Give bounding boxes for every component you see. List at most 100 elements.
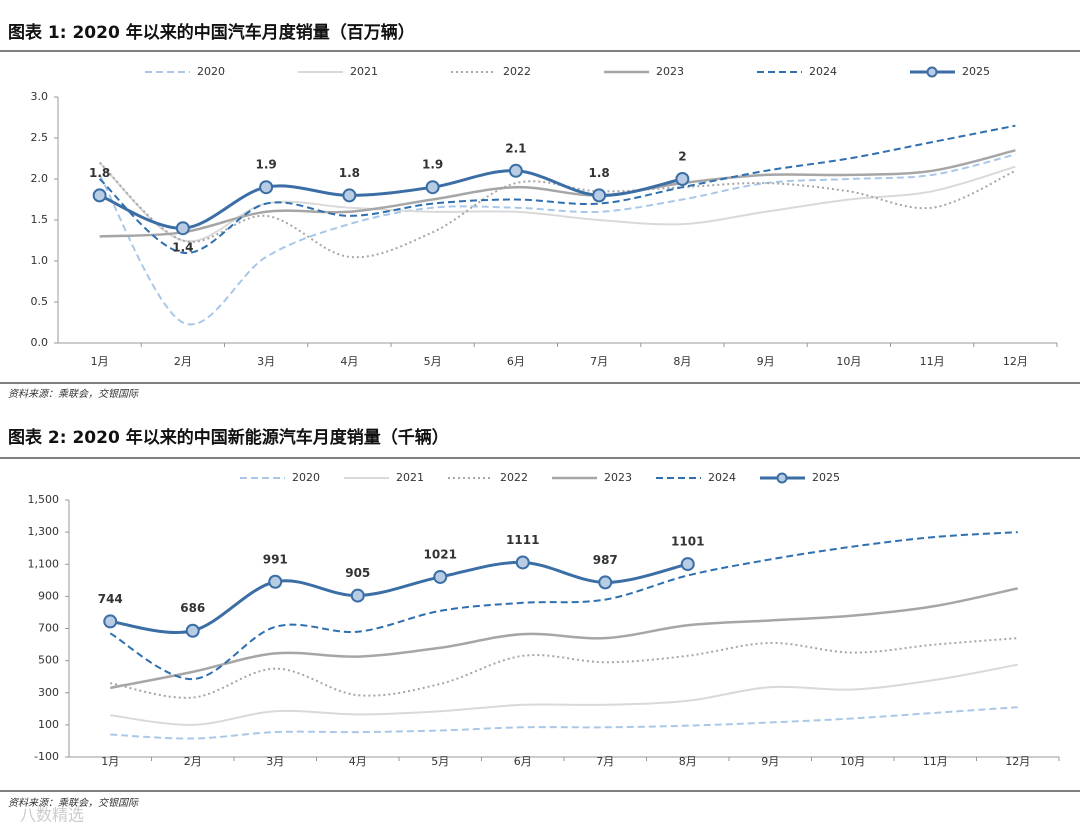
data-point xyxy=(185,623,200,638)
y-tick-label: 500 xyxy=(38,654,59,667)
source-note: 资料来源：乘联会，交银国际 xyxy=(8,388,139,400)
data-point xyxy=(515,555,530,570)
data-label: 1.4 xyxy=(172,241,193,255)
x-tick-label: 10月 xyxy=(836,355,861,368)
y-tick-label: 1,500 xyxy=(28,493,60,506)
source-note: 资料来源：乘联会，交银国际 xyxy=(8,797,139,809)
data-point xyxy=(103,614,118,629)
series-line xyxy=(98,161,1016,243)
y-tick-label: 1,300 xyxy=(28,525,60,538)
y-tick-label: 2.0 xyxy=(31,172,49,185)
series-line xyxy=(109,531,1018,681)
data-point xyxy=(598,575,613,590)
legend-label: 2023 xyxy=(604,471,632,484)
data-label: 2.1 xyxy=(505,141,526,155)
y-tick-label: 0.0 xyxy=(31,336,49,349)
chart-title: 图表 1: 2020 年以来的中国汽车月度销量（百万辆） xyxy=(8,22,415,43)
legend-label: 2022 xyxy=(503,65,531,78)
y-tick-label: 3.0 xyxy=(31,90,49,103)
x-tick-label: 1月 xyxy=(91,355,109,368)
legend-label: 2020 xyxy=(292,471,320,484)
data-label: 744 xyxy=(98,592,123,606)
x-tick-label: 1月 xyxy=(101,755,119,768)
data-label: 1.8 xyxy=(339,166,360,180)
data-label: 1101 xyxy=(671,535,704,549)
data-label: 1.8 xyxy=(89,166,110,180)
series-line xyxy=(98,153,1016,326)
x-tick-label: 6月 xyxy=(514,755,532,768)
legend-label: 2023 xyxy=(656,65,684,78)
data-label: 1.8 xyxy=(588,166,609,180)
data-point xyxy=(350,588,365,603)
x-tick-label: 9月 xyxy=(761,755,779,768)
y-tick-label: 300 xyxy=(38,686,59,699)
y-tick-label: 1,100 xyxy=(28,557,60,570)
data-point xyxy=(259,180,274,195)
data-point xyxy=(425,180,440,195)
data-label: 991 xyxy=(263,552,288,566)
x-tick-label: 4月 xyxy=(349,755,367,768)
x-tick-label: 3月 xyxy=(257,355,275,368)
data-point xyxy=(433,569,448,584)
y-tick-label: 1.0 xyxy=(31,254,49,267)
legend-label: 2021 xyxy=(350,65,378,78)
x-tick-label: 5月 xyxy=(431,755,449,768)
series-line xyxy=(98,161,1016,259)
x-tick-label: 6月 xyxy=(507,355,525,368)
series-line xyxy=(110,560,689,634)
data-label: 905 xyxy=(345,566,370,580)
data-label: 1.9 xyxy=(255,158,276,172)
x-tick-label: 9月 xyxy=(757,355,775,368)
legend-label: 2022 xyxy=(500,471,528,484)
data-label: 1111 xyxy=(506,533,539,547)
series-line xyxy=(110,663,1018,726)
data-point xyxy=(592,188,607,203)
series-line xyxy=(99,169,683,230)
series-line xyxy=(110,706,1018,740)
legend-label: 2025 xyxy=(812,471,840,484)
chart-title: 图表 2: 2020 年以来的中国新能源汽车月度销量（千辆） xyxy=(8,427,449,448)
x-tick-label: 4月 xyxy=(340,355,358,368)
x-tick-label: 12月 xyxy=(1005,755,1030,768)
data-point xyxy=(508,163,523,178)
legend-label: 2024 xyxy=(708,471,736,484)
series-line xyxy=(110,637,1018,699)
data-point xyxy=(175,221,190,236)
x-tick-label: 10月 xyxy=(840,755,865,768)
data-label: 1.9 xyxy=(422,158,443,172)
series-line xyxy=(98,124,1016,254)
x-tick-label: 8月 xyxy=(673,355,691,368)
data-point xyxy=(92,188,107,203)
x-tick-label: 7月 xyxy=(596,755,614,768)
data-point xyxy=(680,557,695,572)
legend-label: 2024 xyxy=(809,65,837,78)
data-label: 987 xyxy=(593,553,618,567)
y-tick-label: 700 xyxy=(38,622,59,635)
x-tick-label: 8月 xyxy=(679,755,697,768)
legend-label: 2025 xyxy=(962,65,990,78)
y-tick-label: 1.5 xyxy=(31,213,49,226)
data-label: 686 xyxy=(180,601,205,615)
y-tick-label: 900 xyxy=(38,589,59,602)
x-tick-label: 11月 xyxy=(920,355,945,368)
data-point xyxy=(675,172,690,186)
x-tick-label: 5月 xyxy=(424,355,442,368)
x-tick-label: 11月 xyxy=(923,755,948,768)
legend-marker xyxy=(926,66,938,78)
watermark: 八数精选 xyxy=(20,806,84,825)
legend-label: 2021 xyxy=(396,471,424,484)
legend-label: 2020 xyxy=(197,65,225,78)
x-tick-label: 3月 xyxy=(266,755,284,768)
y-tick-label: 0.5 xyxy=(31,295,49,308)
data-point xyxy=(268,574,283,589)
y-tick-label: 2.5 xyxy=(31,131,49,144)
x-tick-label: 12月 xyxy=(1003,355,1028,368)
data-point xyxy=(342,188,357,203)
x-tick-label: 2月 xyxy=(184,755,202,768)
series-line xyxy=(99,149,1016,238)
y-tick-label: -100 xyxy=(34,750,59,763)
data-label: 1021 xyxy=(424,547,457,561)
legend-marker xyxy=(776,472,788,484)
y-tick-label: 100 xyxy=(38,718,59,731)
